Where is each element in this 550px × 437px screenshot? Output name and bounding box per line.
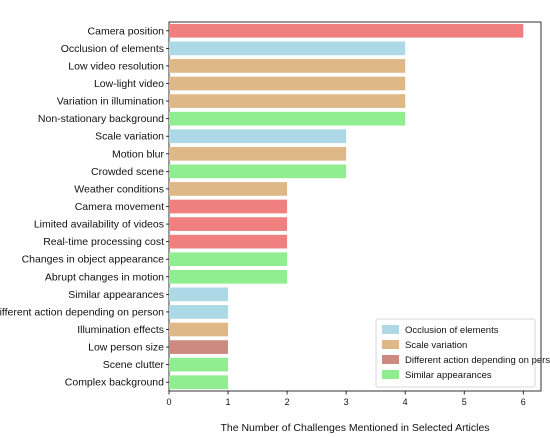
bar-abrupt-changes-in-motion [169, 269, 288, 284]
x-axis-title: The Number of Challenges Mentioned in Se… [220, 422, 489, 434]
category-label: Motion blur [112, 148, 164, 160]
category-label: Weather conditions [74, 183, 164, 195]
category-label: Limited availability of videos [34, 219, 164, 231]
legend-swatch [382, 340, 399, 349]
bar-different-action-depending-on-person [169, 305, 229, 319]
bar-complex-background [169, 375, 229, 390]
bar-real-time-processing-cost [169, 234, 288, 249]
x-tick-label: 0 [166, 397, 171, 407]
category-label: Different action depending on person [0, 306, 164, 318]
category-label: Similar appearances [68, 289, 164, 301]
category-label: Abrupt changes in motion [45, 271, 164, 283]
category-label: Occlusion of elements [61, 43, 164, 55]
category-label: Camera movement [75, 201, 164, 213]
bar-camera-position [169, 23, 524, 38]
bar-group [169, 23, 524, 390]
x-tick-label: 6 [521, 397, 526, 407]
bar-illumination-effects [169, 322, 229, 337]
category-label: Crowded scene [91, 166, 164, 178]
category-labels: Camera position Occlusion of elements Low … [0, 25, 169, 389]
x-tick-label: 2 [285, 397, 290, 407]
bar-variation-in-illumination [169, 94, 406, 108]
bar-occlusion-of-elements [169, 41, 406, 56]
bar-low-video-resolution [169, 59, 406, 73]
bar-low-light-video [169, 76, 406, 91]
bar-weather-conditions [169, 182, 288, 196]
x-tick-label: 4 [403, 397, 408, 407]
bar-low-person-size [169, 340, 229, 354]
x-tick-label: 3 [344, 397, 349, 407]
legend-label: Scale variation [405, 340, 467, 351]
category-label: Scene clutter [103, 359, 165, 371]
bar-camera-movement [169, 199, 288, 214]
category-label: Complex background [65, 377, 164, 389]
category-label: Low-light video [94, 78, 164, 90]
category-label: Illumination effects [77, 324, 164, 336]
bar-crowded-scene [169, 164, 347, 179]
x-tick-label: 5 [462, 397, 467, 407]
legend-swatch [382, 355, 399, 364]
category-label: Changes in object appearance [22, 254, 165, 266]
bar-non-stationary-background [169, 111, 406, 126]
legend: Occlusion of elements Scale variation Diff… [375, 318, 550, 388]
bar-motion-blur [169, 146, 347, 161]
bar-limited-availability-of-videos [169, 217, 288, 231]
bar-similar-appearances [169, 287, 229, 302]
category-label: Camera position [88, 25, 165, 37]
category-label: Non-stationary background [38, 113, 164, 125]
legend-label: Occlusion of elements [405, 325, 499, 336]
category-label: Variation in illumination [57, 96, 164, 108]
category-label: Low video resolution [68, 60, 164, 72]
category-label: Low person size [88, 342, 164, 354]
bar-scale-variation [169, 129, 347, 144]
legend-swatch [382, 370, 399, 379]
bar-scene-clutter [169, 357, 229, 372]
bar-changes-in-object-appearance [169, 252, 288, 267]
category-label: Real-time processing cost [43, 236, 164, 248]
legend-box [375, 318, 536, 388]
category-label: Scale variation [95, 131, 164, 143]
x-tick-label: 1 [226, 397, 231, 407]
legend-label: Different action depending on person [405, 355, 550, 366]
x-axis-ticks: 0 1 2 3 4 5 6 [166, 391, 526, 407]
legend-swatch [382, 325, 399, 334]
legend-label: Similar appearances [405, 370, 492, 381]
